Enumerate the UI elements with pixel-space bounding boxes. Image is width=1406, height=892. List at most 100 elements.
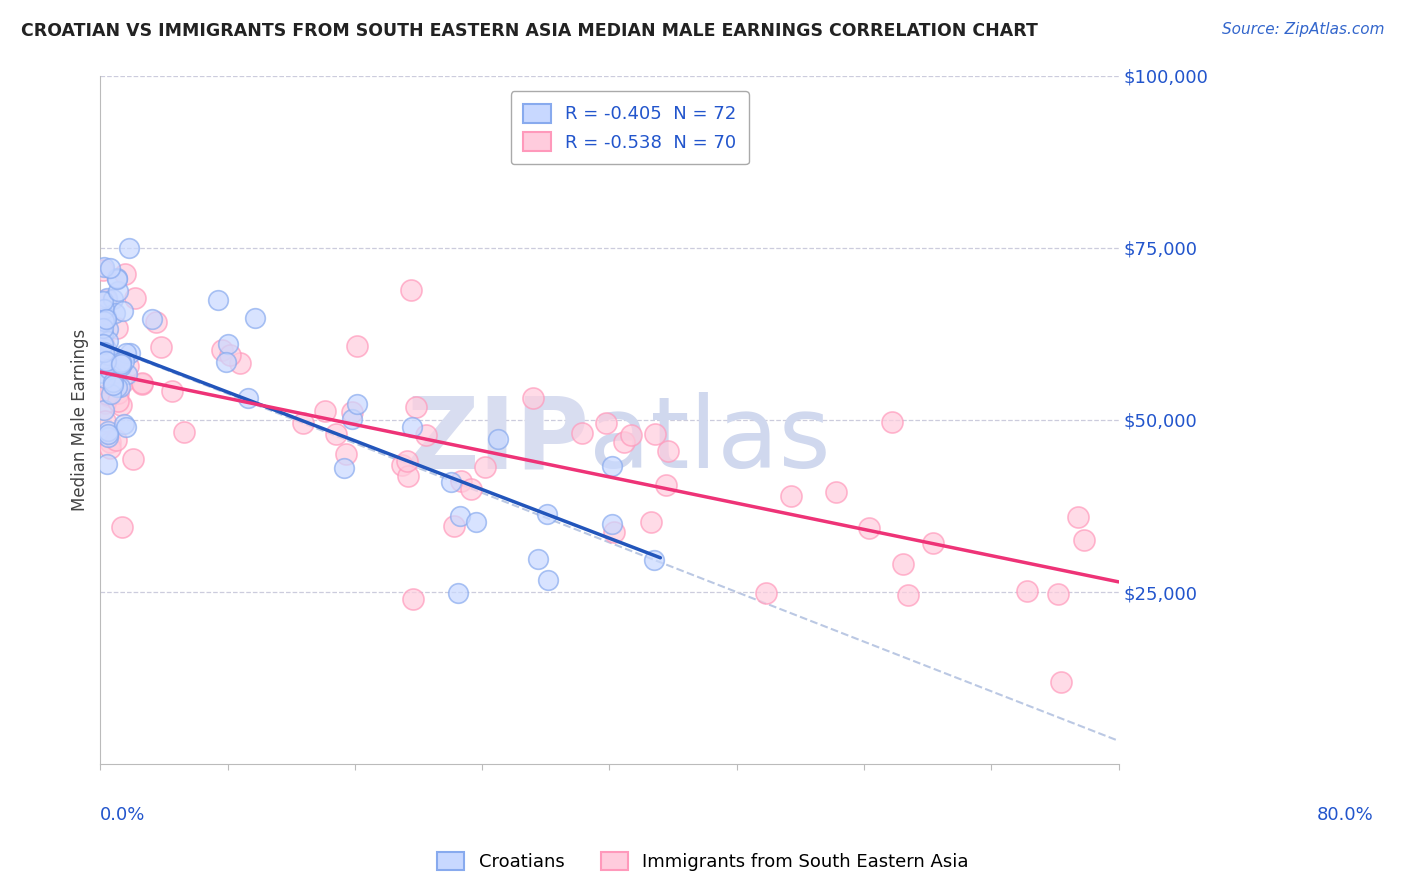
Point xyxy=(105,321,128,335)
Point xyxy=(396,468,419,483)
Point xyxy=(100,387,122,401)
Point xyxy=(346,339,368,353)
Point xyxy=(114,267,136,281)
Point xyxy=(335,447,357,461)
Point xyxy=(291,416,314,430)
Point xyxy=(141,311,163,326)
Point xyxy=(450,475,472,489)
Point xyxy=(391,458,413,472)
Point xyxy=(94,353,117,368)
Point xyxy=(107,284,129,298)
Legend: Croatians, Immigrants from South Eastern Asia: Croatians, Immigrants from South Eastern… xyxy=(430,845,976,879)
Point xyxy=(211,343,233,358)
Point xyxy=(325,426,347,441)
Point xyxy=(640,515,662,529)
Point xyxy=(97,426,120,441)
Point xyxy=(93,345,115,359)
Point xyxy=(880,415,903,429)
Point xyxy=(402,591,425,606)
Point xyxy=(110,359,132,373)
Text: ZIP: ZIP xyxy=(406,392,589,489)
Point xyxy=(446,586,468,600)
Point xyxy=(755,586,778,600)
Point xyxy=(858,521,880,535)
Point xyxy=(122,452,145,467)
Point xyxy=(342,412,364,426)
Point xyxy=(131,376,153,391)
Point xyxy=(93,314,115,328)
Point xyxy=(91,336,114,351)
Point xyxy=(97,424,120,438)
Point xyxy=(94,371,117,385)
Point xyxy=(101,378,124,392)
Point xyxy=(145,315,167,329)
Point xyxy=(571,426,593,441)
Point xyxy=(105,270,128,285)
Text: 0.0%: 0.0% xyxy=(100,805,146,823)
Point xyxy=(922,536,945,550)
Point xyxy=(104,434,127,448)
Point xyxy=(97,348,120,362)
Point xyxy=(643,553,665,567)
Point xyxy=(97,429,120,443)
Point xyxy=(101,292,124,306)
Point xyxy=(217,336,239,351)
Point xyxy=(399,283,422,297)
Point xyxy=(111,376,134,390)
Point xyxy=(245,311,267,326)
Point xyxy=(91,352,114,367)
Point xyxy=(537,573,560,587)
Point xyxy=(104,306,127,320)
Point xyxy=(115,420,138,434)
Point xyxy=(110,357,132,371)
Point xyxy=(449,509,471,524)
Point xyxy=(98,261,121,276)
Point xyxy=(215,355,238,369)
Point xyxy=(655,478,678,492)
Text: 80.0%: 80.0% xyxy=(1316,805,1374,823)
Point xyxy=(218,348,240,362)
Point xyxy=(600,517,623,532)
Point xyxy=(105,380,128,394)
Point xyxy=(474,460,496,475)
Text: Source: ZipAtlas.com: Source: ZipAtlas.com xyxy=(1222,22,1385,37)
Point xyxy=(96,312,118,326)
Point xyxy=(620,428,643,442)
Point xyxy=(897,588,920,602)
Point xyxy=(229,356,252,370)
Point xyxy=(401,419,423,434)
Point xyxy=(1017,583,1039,598)
Point xyxy=(94,343,117,357)
Point xyxy=(415,428,437,442)
Point xyxy=(97,334,120,348)
Point xyxy=(522,391,544,405)
Point xyxy=(465,515,488,529)
Point xyxy=(91,314,114,328)
Point xyxy=(314,404,336,418)
Point xyxy=(160,384,183,398)
Point xyxy=(91,366,114,380)
Point xyxy=(236,391,259,405)
Point xyxy=(595,416,617,430)
Point xyxy=(91,357,114,371)
Point xyxy=(91,350,114,364)
Point xyxy=(111,520,134,534)
Point xyxy=(94,414,117,428)
Point xyxy=(644,427,666,442)
Point xyxy=(1073,533,1095,548)
Point xyxy=(333,461,356,475)
Point xyxy=(657,443,679,458)
Point xyxy=(97,321,120,335)
Point xyxy=(603,524,626,539)
Point xyxy=(93,403,115,417)
Text: CROATIAN VS IMMIGRANTS FROM SOUTH EASTERN ASIA MEDIAN MALE EARNINGS CORRELATION : CROATIAN VS IMMIGRANTS FROM SOUTH EASTER… xyxy=(21,22,1038,40)
Point xyxy=(612,435,634,450)
Point xyxy=(105,366,128,380)
Point xyxy=(105,272,128,286)
Point xyxy=(110,398,132,412)
Point xyxy=(114,345,136,359)
Point xyxy=(824,485,846,500)
Point xyxy=(96,458,118,472)
Point xyxy=(107,386,129,401)
Point xyxy=(340,405,363,419)
